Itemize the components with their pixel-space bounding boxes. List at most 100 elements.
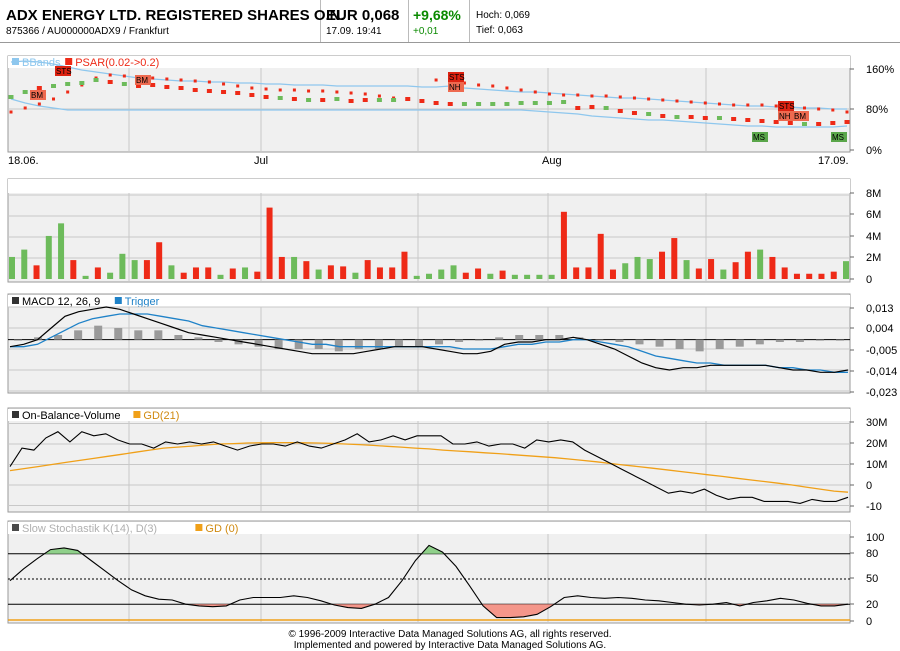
macd-histogram-bar — [755, 339, 764, 345]
price-candle — [150, 83, 156, 87]
footer-copyright: © 1996-2009 Interactive Data Managed Sol… — [288, 629, 612, 640]
stoch-legend-label: GD (0) — [205, 523, 238, 535]
psar-point — [802, 106, 806, 110]
volume-bar — [695, 268, 702, 279]
price-candle — [561, 100, 567, 104]
price-candle — [716, 116, 722, 120]
price-candle — [419, 99, 425, 103]
price-candle — [603, 106, 609, 110]
macd-histogram-bar — [14, 339, 22, 341]
signal-marker-label: NH — [779, 112, 791, 121]
psar-point — [774, 104, 778, 108]
price-legend-bg — [8, 56, 850, 68]
macd-histogram-bar — [555, 335, 564, 340]
obv-axis-tick-label: 20M — [866, 438, 887, 450]
psar-point — [632, 96, 636, 100]
price-candle — [79, 81, 85, 85]
bband-lower-line — [10, 98, 848, 128]
psar-point — [108, 73, 112, 77]
macd-histogram-bar — [655, 339, 664, 347]
macd-histogram-bar — [254, 339, 263, 347]
instrument-cell: ADX ENERGY LTD. REGISTERED SHARES O.N. 8… — [0, 0, 345, 42]
volume-bar — [646, 259, 653, 279]
macd-histogram-bar — [815, 339, 824, 341]
psar-point — [477, 83, 481, 87]
macd-histogram-bar — [374, 339, 383, 349]
psar-point — [533, 90, 537, 94]
volume-bar — [524, 274, 531, 279]
macd-histogram-bar — [334, 339, 343, 352]
psar-point — [618, 95, 622, 99]
instrument-ids: 875366 / AU000000ADX9 / Frankfurt — [6, 26, 169, 37]
volume-bar — [413, 275, 420, 279]
price-candle — [461, 102, 467, 106]
date-axis-label: 18.06. — [8, 155, 39, 167]
price-candle — [816, 122, 822, 126]
price-cell: EUR 0,068 17.09. 19:41 — [321, 0, 409, 42]
price-candle — [801, 122, 807, 126]
date-axis-label: 17.09. — [818, 155, 849, 167]
obv-legend-swatch — [12, 411, 19, 418]
macd-histogram-bar — [475, 339, 484, 341]
price-candle — [36, 86, 42, 90]
obv-axis-tick-label: 30M — [866, 417, 887, 429]
macd-axis-tick-label: 0,013 — [866, 303, 894, 315]
price-candle — [731, 117, 737, 121]
stoch-axis-tick-label: 20 — [866, 599, 878, 611]
price-candle — [631, 111, 637, 115]
price-candle — [745, 118, 751, 122]
macd-histogram-bar — [715, 339, 724, 349]
volume-bar — [143, 260, 150, 279]
price-candle — [8, 95, 14, 99]
price-candle — [787, 121, 793, 125]
volume-bar — [843, 261, 849, 279]
signal-marker-label: STS — [779, 102, 795, 111]
signal-marker — [448, 82, 464, 92]
macd-panel-frame — [7, 293, 851, 394]
psar-point — [661, 98, 665, 102]
volume-bar — [793, 273, 800, 279]
volume-bar — [376, 267, 383, 279]
macd-histogram-bar — [515, 335, 524, 340]
change-cell: +9,68% +0,01 — [409, 0, 470, 42]
volume-bar — [769, 256, 776, 279]
psar-point — [222, 82, 226, 86]
macd-line — [9, 306, 849, 373]
macd-histogram-bar — [94, 325, 103, 340]
volume-bar — [266, 207, 273, 279]
price-candle — [235, 91, 241, 95]
volume-bar — [327, 265, 334, 279]
macd-histogram-bar — [294, 339, 303, 349]
price-candle — [376, 98, 382, 102]
volume-bar — [806, 273, 813, 279]
price-candle — [192, 88, 198, 92]
stoch-legend-bg — [8, 522, 850, 534]
volume-bar — [401, 251, 408, 279]
macd-histogram-bar — [274, 339, 283, 349]
macd-histogram-bar — [54, 335, 63, 340]
macd-histogram-bar — [675, 339, 684, 349]
price-candle — [447, 102, 453, 106]
volume-bar — [659, 251, 666, 279]
psar-point — [845, 110, 849, 114]
signal-marker — [448, 72, 464, 82]
volume-bar — [609, 269, 616, 279]
psar-point — [505, 86, 509, 90]
psar-point — [23, 106, 27, 110]
macd-histogram-bar — [535, 335, 544, 340]
volume-bar — [438, 269, 445, 279]
price-candle — [617, 109, 623, 113]
volume-bar — [315, 269, 322, 279]
volume-bar — [291, 256, 298, 279]
price-candle — [164, 85, 170, 89]
psar-point — [278, 88, 282, 92]
psar-point — [335, 90, 339, 94]
price-candle — [362, 98, 368, 102]
quote-header: ADX ENERGY LTD. REGISTERED SHARES O.N. 8… — [0, 0, 900, 43]
macd-histogram-bar — [595, 339, 604, 341]
quote-timestamp: 17.09. 19:41 — [326, 26, 382, 37]
volume-bar — [119, 253, 126, 279]
volume-bar — [683, 260, 690, 279]
stoch-legend-label: Slow Stochastik K(14), D(3) — [22, 523, 157, 535]
volume-bar — [131, 260, 138, 279]
